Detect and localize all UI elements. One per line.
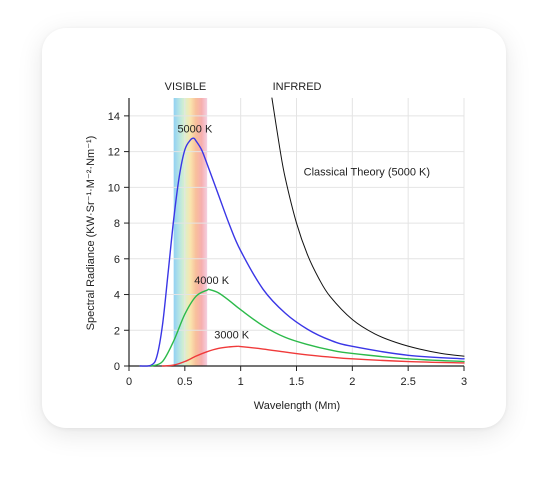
visible-band — [173, 98, 208, 366]
x-tick-label: 1 — [238, 376, 244, 388]
x-tick-label: 3 — [461, 376, 467, 388]
band-layer — [173, 98, 208, 366]
annotation-3000-k: 3000 K — [214, 330, 250, 342]
annotation-classical-theory-5000-k: Classical Theory (5000 K) — [304, 166, 430, 178]
y-tick-label: 6 — [114, 254, 120, 266]
series-line-5000-k — [139, 137, 465, 367]
x-axis-label: Wavelength (Mm) — [254, 400, 340, 412]
y-tick-label: 2 — [114, 325, 120, 337]
chart-card — [42, 28, 506, 428]
series-line-classical-theory-5000-k — [271, 97, 465, 357]
band-label-infrred: INFRRED — [273, 81, 322, 93]
label-layer: VISIBLE INFRRED 5000 K 4000 K 3000 K Classica… — [165, 81, 430, 342]
y-tick-label: 0 — [114, 361, 120, 373]
annotation-5000-k: 5000 K — [177, 123, 213, 135]
y-tick-label: 8 — [114, 218, 120, 230]
y-tick-label: 4 — [114, 290, 120, 302]
y-tick-label: 14 — [108, 111, 120, 123]
band-label-visible: VISIBLE — [165, 81, 207, 93]
x-tick-label: 2 — [349, 376, 355, 388]
axes-layer: 0 0.5 1 1.5 2 2.5 3 0 2 4 6 8 10 12 14 — [108, 98, 467, 388]
annotation-4000-k: 4000 K — [194, 275, 230, 287]
series-line-4000-k — [150, 288, 465, 367]
x-tick-label: 2.5 — [401, 376, 416, 388]
y-tick-label: 12 — [108, 147, 120, 159]
x-tick-label: 0.5 — [177, 376, 192, 388]
series-line-3000-k — [161, 345, 465, 367]
x-tick-label: 1.5 — [289, 376, 304, 388]
y-tick-label: 10 — [108, 182, 120, 194]
x-tick-label: 0 — [126, 376, 132, 388]
y-axis-label: Spectral Radiance (KW·Sr⁻¹·M⁻²·Nm⁻¹) — [85, 136, 97, 331]
series-layer — [139, 97, 465, 367]
